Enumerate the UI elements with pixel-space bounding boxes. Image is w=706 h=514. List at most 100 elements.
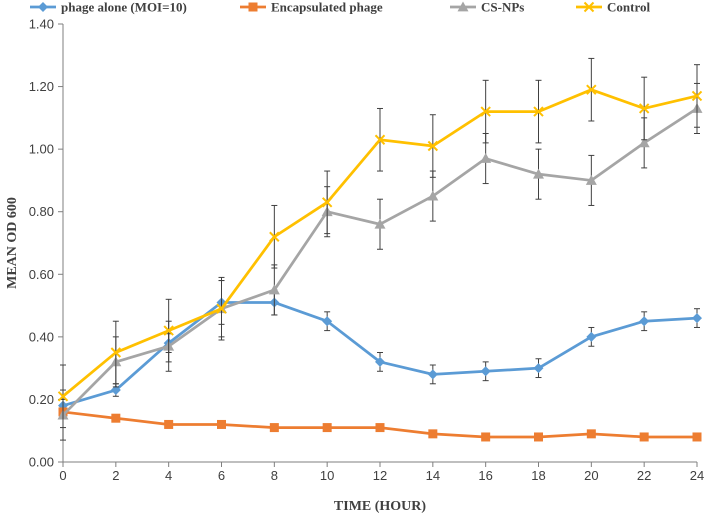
x-marker-stroke (57, 391, 69, 402)
legend-item: CS-NPs (450, 0, 524, 15)
y-axis-title: MEAN OD 600 (5, 197, 20, 289)
legend-label: CS-NPs (481, 0, 524, 15)
data-point (586, 84, 597, 95)
series-phage-alone-moi-10 (58, 280, 702, 413)
x-marker-stroke (583, 1, 595, 13)
data-point (110, 385, 121, 396)
y-axis-ticks: 0.00 0.20 0.40 0.60 0.80 1.00 1.20 1.40 (29, 17, 63, 470)
data-point (321, 197, 333, 208)
data-point (268, 284, 280, 295)
x-marker-stroke (638, 103, 650, 114)
x-tick-label: 22 (637, 468, 651, 483)
data-point (481, 432, 491, 442)
legend-swatch-marker (38, 2, 48, 12)
x-marker-stroke (480, 106, 491, 117)
data-point (164, 419, 174, 429)
x-marker-stroke (163, 325, 174, 336)
data-point (691, 90, 703, 102)
data-point (428, 429, 438, 439)
y-tick-label: 0.20 (29, 392, 54, 407)
data-point (427, 140, 439, 152)
data-point (111, 413, 121, 423)
data-point (692, 432, 702, 442)
data-point (427, 190, 439, 201)
x-marker-stroke (691, 90, 703, 102)
x-tick-label: 2 (112, 468, 119, 483)
y-tick-label: 1.40 (29, 17, 54, 32)
data-point (586, 331, 597, 342)
data-point (163, 325, 174, 336)
x-tick-label: 18 (531, 468, 545, 483)
data-point (480, 106, 491, 117)
data-point (322, 316, 333, 327)
legend-swatch-marker (457, 1, 469, 12)
data-point (269, 231, 280, 242)
y-tick-label: 0.40 (29, 329, 54, 344)
x-tick-label: 8 (271, 468, 278, 483)
data-point (480, 153, 492, 163)
data-point (480, 366, 491, 377)
data-point (375, 423, 385, 433)
legend-label: Encapsulated phage (271, 0, 383, 15)
x-tick-label: 6 (218, 468, 225, 483)
x-tick-label: 4 (165, 468, 172, 483)
data-point (533, 363, 544, 374)
data-point (586, 429, 596, 439)
x-marker-stroke (216, 303, 227, 314)
data-point (110, 347, 122, 358)
axes: 0.000.200.400.600.801.001.201.40 0 2 4 6 8 10… (5, 17, 704, 514)
series-control (57, 57, 703, 429)
legend-item: Control (576, 0, 650, 15)
legend-swatch-marker (248, 2, 258, 12)
data-point (692, 313, 702, 324)
data-point (534, 432, 543, 442)
x-tick-label: 16 (478, 468, 492, 483)
data-point (217, 419, 226, 429)
x-marker-stroke (321, 197, 333, 208)
data-point (638, 137, 650, 148)
y-tick-label: 0.80 (29, 204, 54, 219)
data-point (374, 218, 386, 229)
data-point (427, 369, 438, 380)
x-marker-stroke (586, 84, 597, 95)
data-point (533, 168, 544, 179)
x-tick-label: 24 (690, 468, 704, 483)
x-marker-stroke (374, 134, 386, 145)
legend-item: Encapsulated phage (240, 0, 383, 15)
legend-swatch-marker (583, 1, 595, 13)
data-point (639, 316, 650, 327)
data-point (533, 106, 544, 117)
legend-label: phage alone (MOI=10) (61, 0, 187, 15)
data-point (57, 391, 69, 402)
x-tick-label: 0 (59, 468, 66, 483)
data-point (216, 303, 227, 314)
data-point (374, 134, 386, 145)
x-axis-ticks: 0 2 4 6 8 10 12 14 16 18 20 22 24 (59, 462, 704, 483)
x-tick-label: 12 (373, 468, 387, 483)
y-tick-label: 1.00 (29, 142, 54, 157)
x-axis-title: TIME (HOUR) (334, 499, 427, 514)
y-tick-label: 0.60 (29, 267, 54, 282)
x-marker-stroke (533, 106, 544, 117)
data-points (58, 407, 702, 442)
legend-label: Control (607, 0, 650, 15)
legend: phage alone (MOI=10) Encapsulated phage CS… (30, 0, 650, 15)
x-tick-label: 14 (426, 468, 440, 483)
error-bars (60, 280, 700, 413)
x-marker-stroke (427, 140, 439, 152)
legend-item: phage alone (MOI=10) (30, 0, 187, 15)
x-tick-label: 10 (320, 468, 334, 483)
x-marker-stroke (110, 347, 122, 358)
data-point (269, 423, 279, 433)
y-tick-label: 1.20 (29, 79, 54, 94)
data-points (57, 84, 703, 402)
data-point (585, 174, 597, 185)
data-point (375, 356, 385, 367)
data-point (638, 103, 650, 114)
data-point (322, 423, 332, 433)
data-point (639, 432, 649, 442)
x-tick-label: 20 (584, 468, 598, 483)
x-marker-stroke (269, 231, 280, 242)
series-layer (57, 57, 703, 442)
